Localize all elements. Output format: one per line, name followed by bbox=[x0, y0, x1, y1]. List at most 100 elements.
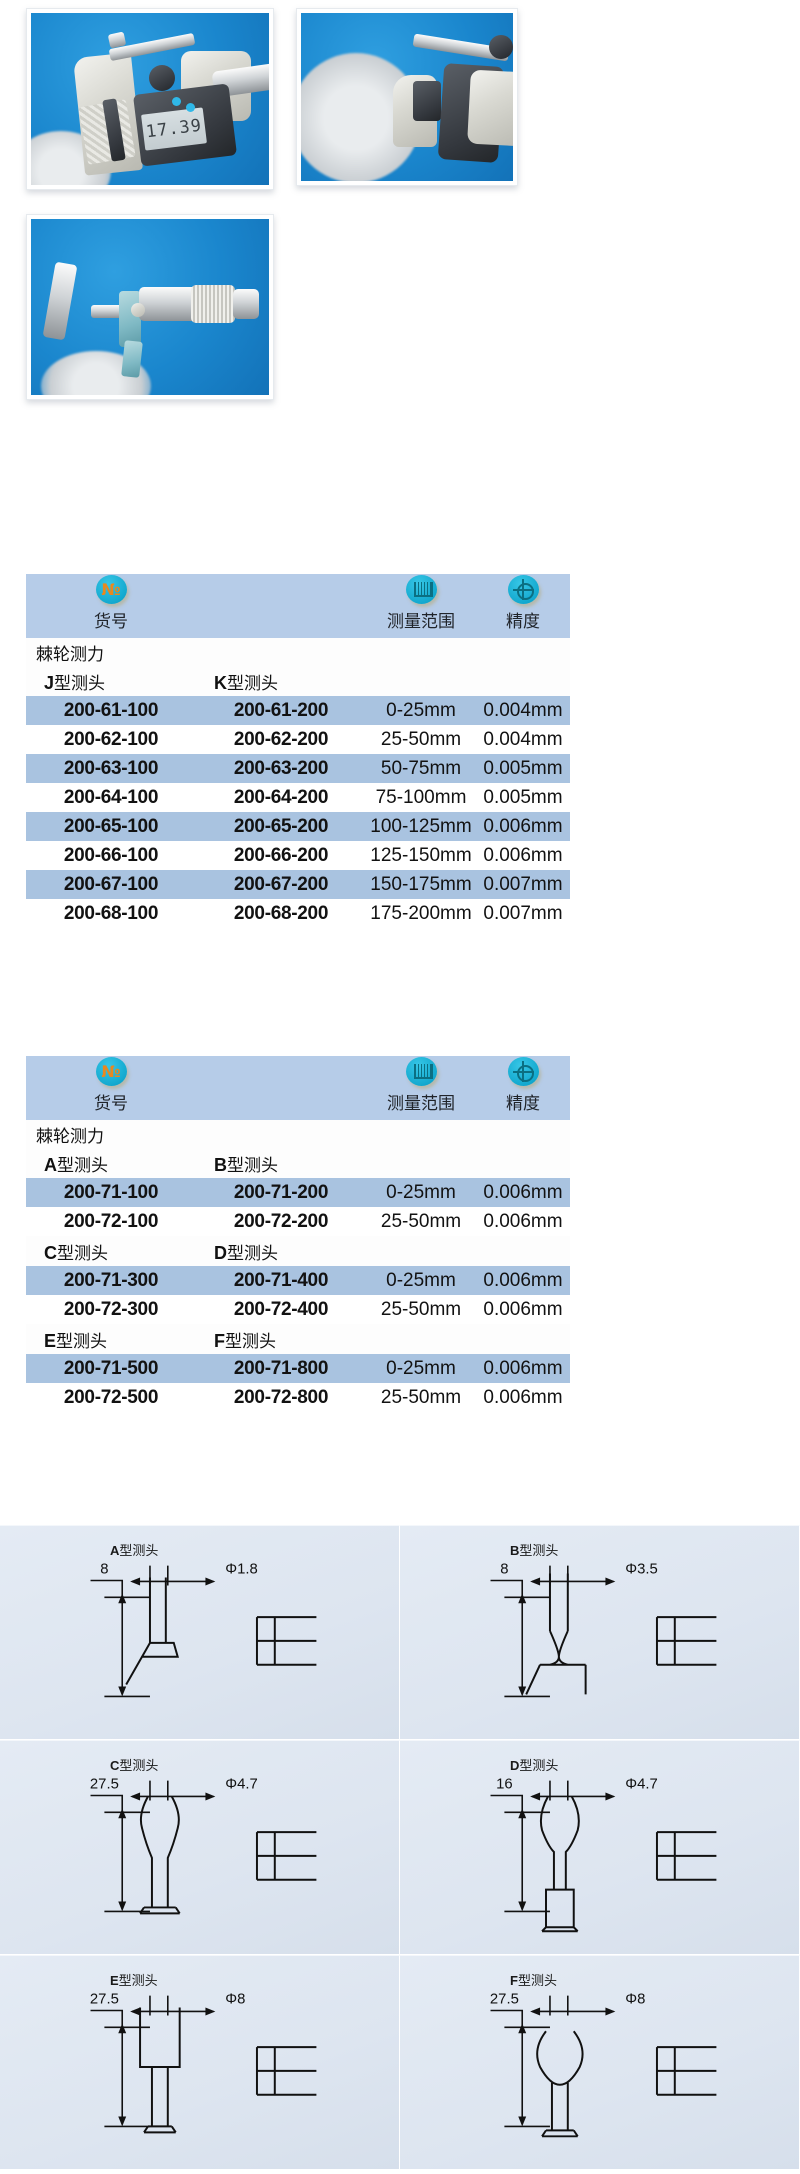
cell-part-number-right: 200-72-400 bbox=[196, 1295, 366, 1324]
dimension-length-f: 27.5 bbox=[490, 1992, 519, 2008]
table-row[interactable]: 200-72-500 200-72-800 25-50mm 0.006mm bbox=[26, 1383, 570, 1412]
dimension-length-a: 8 bbox=[100, 1562, 108, 1578]
cell-part-number-right: 200-63-200 bbox=[196, 754, 366, 783]
type-suffix-a: 型测头 bbox=[57, 1155, 108, 1176]
display-button-zero[interactable] bbox=[186, 103, 195, 112]
cell-accuracy: 0.006mm bbox=[476, 1266, 570, 1295]
table-row[interactable]: 200-71-100 200-71-200 0-25mm 0.006mm bbox=[26, 1178, 570, 1207]
cell-part-number-right: 200-62-200 bbox=[196, 725, 366, 754]
table-row[interactable]: 200-67-100 200-67-200 150-175mm 0.007mm bbox=[26, 870, 570, 899]
type-right-d: D型测头 bbox=[196, 1236, 366, 1266]
table2-type-row: A型测头 B型测头 bbox=[26, 1148, 570, 1178]
cell-part-number-left: 200-61-100 bbox=[26, 696, 196, 725]
dimension-length-e: 27.5 bbox=[90, 1992, 119, 2008]
diagram-title-b: B型测头 bbox=[510, 1540, 558, 1559]
diagram-suffix-f: 型测头 bbox=[517, 1974, 557, 1989]
cell-part-number-left: 200-63-100 bbox=[26, 754, 196, 783]
product-photo-3[interactable] bbox=[26, 214, 274, 400]
cell-measuring-range: 0-25mm bbox=[366, 1266, 476, 1295]
dimension-length-d: 16 bbox=[496, 1777, 513, 1793]
table-row[interactable]: 200-66-100 200-66-200 125-150mm 0.006mm bbox=[26, 841, 570, 870]
product-photo-2[interactable] bbox=[296, 8, 518, 186]
table-row[interactable]: 200-71-300 200-71-400 0-25mm 0.006mm bbox=[26, 1266, 570, 1295]
header-cell-part-number: 货号 bbox=[26, 574, 196, 638]
type-row-spacer-1 bbox=[366, 1148, 476, 1178]
type-suffix-c: 型测头 bbox=[57, 1243, 108, 1264]
frame-clamp-teal bbox=[119, 291, 141, 347]
cell-part-number-left: 200-64-100 bbox=[26, 783, 196, 812]
type-row-spacer-1 bbox=[366, 1236, 476, 1266]
spindle-end-cap bbox=[489, 35, 513, 59]
cell-part-number-left: 200-72-100 bbox=[26, 1207, 196, 1236]
type-suffix-e: 型测头 bbox=[56, 1331, 108, 1352]
diagram-title-c: C型测头 bbox=[110, 1755, 158, 1774]
diagram-letter-e: E bbox=[110, 1973, 119, 1988]
header-label-accuracy: 精度 bbox=[506, 1094, 540, 1114]
table-row[interactable]: 200-63-100 200-63-200 50-75mm 0.005mm bbox=[26, 754, 570, 783]
cell-accuracy: 0.006mm bbox=[476, 1354, 570, 1383]
cell-measuring-range: 25-50mm bbox=[366, 1207, 476, 1236]
diagram-cell-c[interactable]: C型测头 27.5 Φ4.7 bbox=[0, 1740, 400, 1955]
table-row[interactable]: 200-64-100 200-64-200 75-100mm 0.005mm bbox=[26, 783, 570, 812]
type-row-spacer-2 bbox=[476, 1324, 570, 1354]
photo-2-canvas bbox=[301, 13, 513, 181]
cell-measuring-range: 150-175mm bbox=[366, 870, 476, 899]
cell-part-number-left: 200-71-500 bbox=[26, 1354, 196, 1383]
table-row[interactable]: 200-72-100 200-72-200 25-50mm 0.006mm bbox=[26, 1207, 570, 1236]
diagram-suffix-b: 型测头 bbox=[519, 1544, 559, 1559]
cell-accuracy: 0.006mm bbox=[476, 841, 570, 870]
type-suffix-b: 型测头 bbox=[227, 1155, 278, 1176]
cell-measuring-range: 0-25mm bbox=[366, 696, 476, 725]
type-left-j: J型测头 bbox=[26, 666, 196, 696]
group-label-ratchet-force: 棘轮测力 bbox=[26, 638, 570, 666]
header-cell-accuracy: 精度 bbox=[476, 574, 570, 638]
cell-part-number-left: 200-71-300 bbox=[26, 1266, 196, 1295]
diagram-letter-b: B bbox=[510, 1543, 520, 1558]
diagram-drawing-b: 8 Φ3.5 bbox=[490, 1562, 717, 1698]
cell-accuracy: 0.006mm bbox=[476, 1207, 570, 1236]
type-row-spacer-1 bbox=[366, 1324, 476, 1354]
diagram-drawing-a: 8 Φ1.8 bbox=[90, 1562, 317, 1698]
cell-part-number-left: 200-67-100 bbox=[26, 870, 196, 899]
diagram-suffix-a: 型测头 bbox=[119, 1544, 159, 1559]
table2-header-row: 货号 测量范围 精度 bbox=[26, 1056, 570, 1120]
diagram-cell-d[interactable]: D型测头 16 Φ4.7 bbox=[400, 1740, 800, 1955]
header-cell-part-number: 货号 bbox=[26, 1056, 196, 1120]
diagram-cell-e[interactable]: E型测头 27.5 Φ8 bbox=[0, 1955, 400, 2170]
diagram-cell-f[interactable]: F型测头 27.5 Φ8 bbox=[400, 1955, 800, 2170]
diagram-drawing-c: 27.5 Φ4.7 bbox=[90, 1777, 317, 1915]
cell-accuracy: 0.007mm bbox=[476, 899, 570, 928]
table-row[interactable]: 200-62-100 200-62-200 25-50mm 0.004mm bbox=[26, 725, 570, 754]
photo-1-canvas: 17.39 bbox=[31, 13, 269, 185]
dimension-diameter-c: Φ4.7 bbox=[225, 1777, 258, 1793]
header-cell-spacer bbox=[196, 1056, 366, 1120]
table1-group-row: 棘轮测力 bbox=[26, 638, 570, 666]
measuring-range-icon bbox=[405, 1057, 437, 1086]
display-button-origin[interactable] bbox=[172, 97, 181, 106]
table2-type-row: E型测头 F型测头 bbox=[26, 1324, 570, 1354]
table-row[interactable]: 200-65-100 200-65-200 100-125mm 0.006mm bbox=[26, 812, 570, 841]
table1-body: 200-61-100 200-61-200 0-25mm 0.004mm 200-62-… bbox=[26, 696, 570, 928]
cell-part-number-left: 200-66-100 bbox=[26, 841, 196, 870]
diagram-cell-b[interactable]: B型测头 8 Φ3.5 bbox=[400, 1525, 800, 1740]
diagram-cell-a[interactable]: A型测头 8 Φ1.8 bbox=[0, 1525, 400, 1740]
number-sign-icon bbox=[95, 575, 127, 604]
diagram-title-f: F型测头 bbox=[510, 1970, 557, 1989]
diagram-title-d: D型测头 bbox=[510, 1755, 558, 1774]
table-row[interactable]: 200-61-100 200-61-200 0-25mm 0.004mm bbox=[26, 696, 570, 725]
table-row[interactable]: 200-68-100 200-68-200 175-200mm 0.007mm bbox=[26, 899, 570, 928]
type-right-k: K型测头 bbox=[196, 666, 366, 696]
type-letter-e: E bbox=[44, 1330, 57, 1351]
table-row[interactable]: 200-71-500 200-71-800 0-25mm 0.006mm bbox=[26, 1354, 570, 1383]
header-cell-range: 测量范围 bbox=[366, 574, 476, 638]
product-photo-1[interactable]: 17.39 bbox=[26, 8, 274, 190]
table1-header-row: 货号 测量范围 精度 bbox=[26, 574, 570, 638]
dimension-diameter-a: Φ1.8 bbox=[225, 1562, 258, 1578]
table-row[interactable]: 200-72-300 200-72-400 25-50mm 0.006mm bbox=[26, 1295, 570, 1324]
type-row-spacer-2 bbox=[476, 1236, 570, 1266]
cell-part-number-left: 200-62-100 bbox=[26, 725, 196, 754]
diagram-drawing-f: 27.5 Φ8 bbox=[490, 1992, 717, 2138]
cell-accuracy: 0.004mm bbox=[476, 696, 570, 725]
cell-part-number-left: 200-65-100 bbox=[26, 812, 196, 841]
table2-group-row: 棘轮测力 bbox=[26, 1120, 570, 1148]
